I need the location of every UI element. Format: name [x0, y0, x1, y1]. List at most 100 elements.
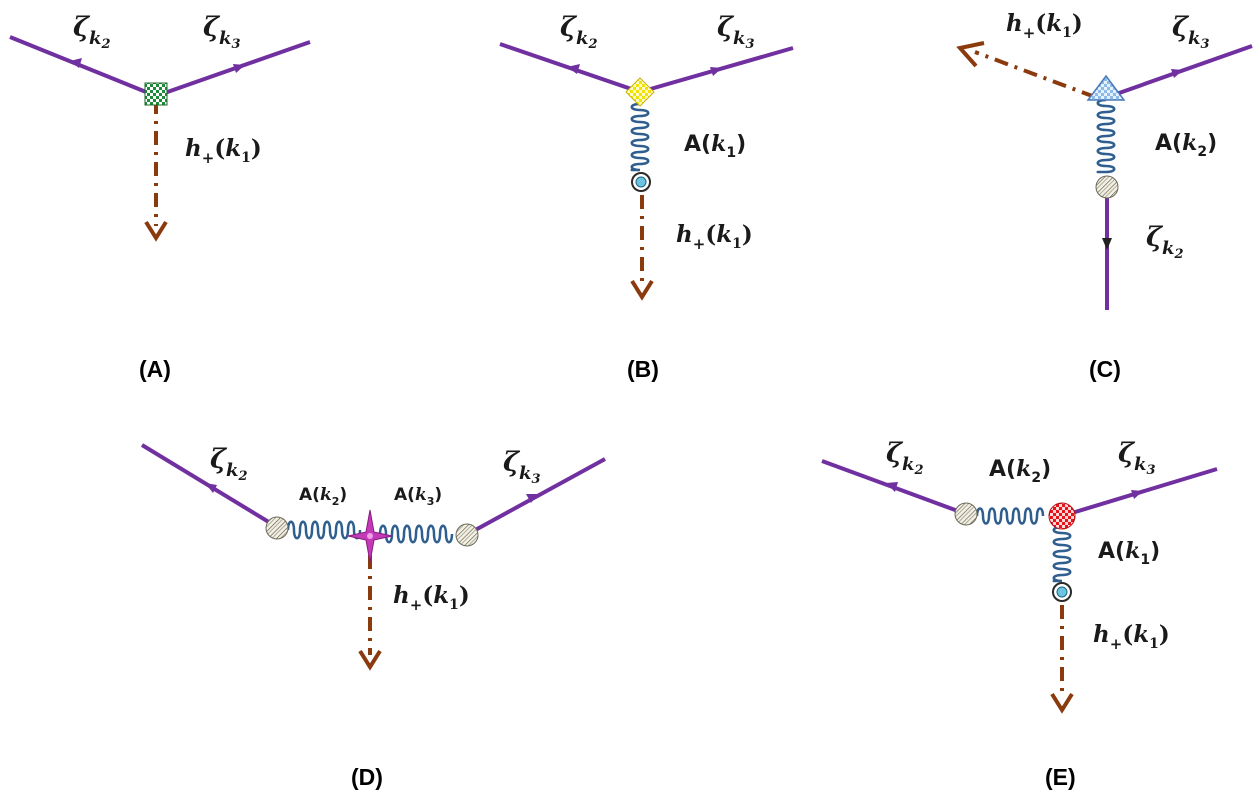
zeta-k3-label: ζk3	[717, 12, 755, 51]
gauge-spring-k2	[286, 520, 362, 540]
hatched-circle-icon	[265, 516, 289, 540]
paren: (	[1172, 131, 1183, 156]
index: 3	[1200, 37, 1210, 52]
zeta-symbol: ζ	[73, 12, 89, 43]
gauge-a-k2-label: A(k2)	[989, 456, 1051, 485]
blue-triangle-icon	[1086, 74, 1126, 101]
arrow-down-icon	[630, 279, 654, 301]
k-symbol: k	[319, 485, 332, 505]
index: 1	[1149, 636, 1159, 652]
zeta-symbol: ζ	[1172, 12, 1188, 43]
gauge-spring	[1096, 98, 1116, 174]
index: 3	[745, 37, 755, 52]
h-plus-k1-label: h+(k1)	[676, 221, 753, 252]
paren: )	[434, 485, 443, 505]
k-symbol: k	[1016, 456, 1032, 482]
zeta-symbol: ζ	[1118, 438, 1134, 469]
gauge-symbol: A	[989, 457, 1007, 482]
h-plus-k1-label: h+(k1)	[1093, 621, 1170, 652]
index: 1	[732, 236, 742, 252]
gauge-a-k3-label: A(k3)	[394, 485, 443, 508]
gauge-spring-k3	[378, 524, 454, 544]
panel-d	[140, 443, 606, 671]
gauge-spring	[630, 102, 650, 172]
h-symbol: h	[1006, 10, 1023, 37]
zeta-symbol: ζ	[203, 12, 219, 43]
arrow-icon	[233, 64, 245, 73]
arrow-left-icon	[956, 41, 985, 68]
arrow-icon	[1131, 490, 1143, 499]
h-plus-k1-label: h+(k1)	[393, 582, 470, 613]
paren: )	[1158, 621, 1170, 648]
gauge-spring-k1	[1052, 525, 1072, 583]
zeta-k3-label: ζk3	[203, 12, 241, 51]
gauge-a-k1-label: A(k1)	[1098, 538, 1161, 567]
index: 1	[1062, 25, 1072, 41]
k-symbol: k	[1125, 538, 1141, 564]
k-symbol: k	[576, 28, 589, 49]
zeta-symbol: ζ	[717, 12, 733, 43]
index: 3	[1146, 463, 1156, 478]
arrow-icon	[70, 58, 82, 68]
zeta-k3-line	[155, 40, 311, 98]
arrow-down-icon	[1102, 238, 1112, 250]
panel-caption-b: (B)	[627, 356, 659, 382]
k-symbol: k	[414, 485, 427, 505]
index: 2	[914, 463, 924, 478]
index: 3	[231, 37, 241, 52]
gauge-a-k2-label: A(k2)	[299, 485, 347, 508]
index: 3	[531, 472, 541, 487]
panel-caption-c: (C)	[1089, 356, 1121, 382]
red-checkered-circle-icon	[1048, 502, 1076, 530]
gauge-spring-k2	[975, 507, 1045, 525]
zeta-k2-label: ζk2	[1146, 224, 1184, 261]
zeta-k3-line	[467, 457, 606, 536]
k-symbol: k	[1046, 10, 1063, 37]
h-plus-k1-label: h+(k1)	[1006, 10, 1083, 41]
paren: )	[458, 582, 470, 609]
paren: (	[1006, 457, 1017, 482]
k-symbol: k	[1162, 238, 1175, 259]
k-symbol: k	[1133, 621, 1150, 648]
zeta-k2-label: ζk2	[886, 440, 924, 477]
plus-sign: +	[1022, 24, 1036, 42]
plus-sign: +	[692, 235, 706, 253]
paren: )	[736, 132, 747, 157]
panel-a	[9, 35, 311, 242]
paren: )	[741, 221, 753, 248]
hatched-circle-icon	[1095, 175, 1119, 199]
panel-caption-e: (E)	[1045, 764, 1076, 790]
k-symbol: k	[1134, 454, 1147, 475]
index: 2	[588, 37, 598, 52]
gauge-symbol: A	[299, 485, 313, 505]
plus-sign: +	[409, 596, 423, 614]
index: 2	[238, 469, 248, 484]
index: 1	[1140, 552, 1151, 568]
zeta-k2-label: ζk2	[210, 446, 248, 483]
k-symbol: k	[902, 454, 915, 475]
paren: )	[1150, 539, 1161, 564]
paren: )	[1071, 10, 1083, 37]
paren: (	[214, 135, 226, 162]
gauge-a-k1-label: A(k1)	[684, 131, 747, 160]
paren: (	[312, 485, 320, 505]
k-symbol: k	[1188, 28, 1201, 49]
paren: )	[250, 135, 262, 162]
index: 2	[1031, 470, 1042, 486]
paren: (	[422, 582, 434, 609]
arrow-down-icon	[144, 220, 168, 242]
index: 1	[241, 150, 251, 166]
arrow-icon	[526, 494, 538, 503]
k-symbol: k	[733, 28, 746, 49]
paren: (	[705, 221, 717, 248]
zeta-k2-label: ζk2	[560, 14, 598, 51]
k-symbol: k	[711, 131, 727, 157]
index: 2	[331, 495, 340, 508]
panel-caption-a: (A)	[139, 356, 171, 382]
h-plus-k1-label: h+(k1)	[185, 135, 262, 166]
gauge-symbol: A	[394, 485, 408, 505]
zeta-k2-line	[9, 35, 157, 98]
index: 1	[726, 145, 737, 161]
